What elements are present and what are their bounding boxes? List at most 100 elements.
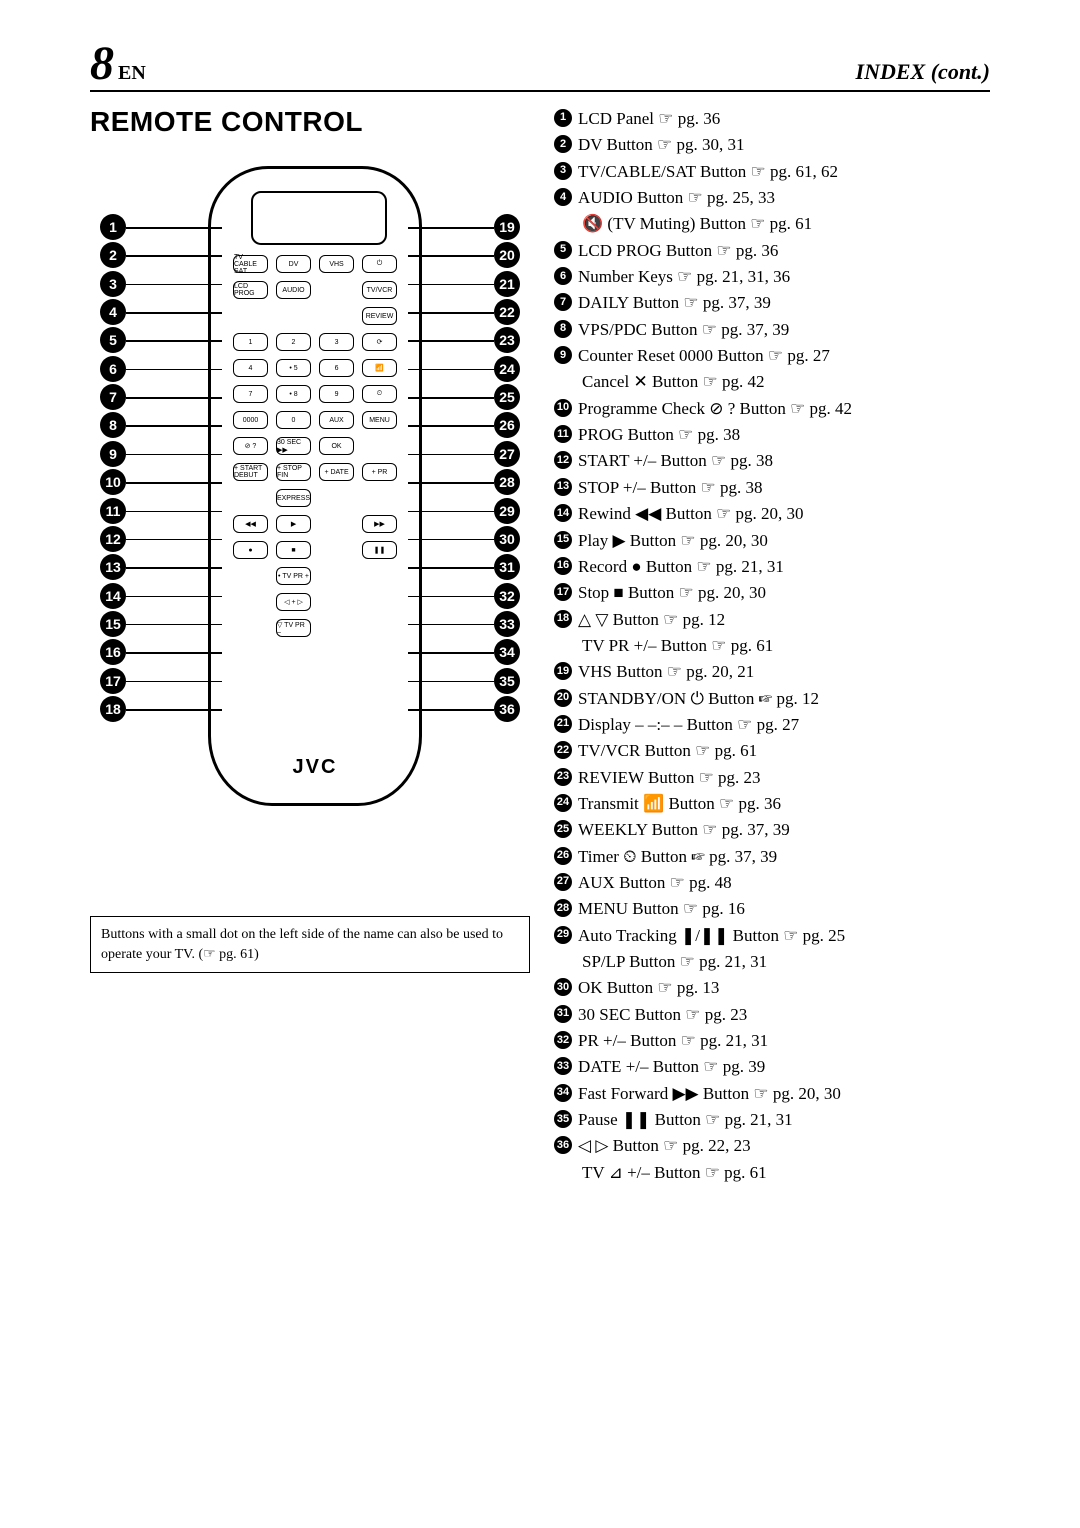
callout-bubble: 4	[100, 299, 126, 325]
callout-leader	[126, 709, 222, 711]
index-item: 9 Counter Reset 0000 Button ☞ pg. 27	[554, 343, 990, 369]
index-label: Counter Reset 0000 Button ☞ pg. 27	[578, 343, 830, 369]
callout-leader	[126, 312, 222, 314]
callout-bubble: 14	[100, 583, 126, 609]
footnote: Buttons with a small dot on the left sid…	[90, 916, 530, 973]
callout-bubble: 13	[100, 554, 126, 580]
index-item: 12START +/– Button ☞ pg. 38	[554, 448, 990, 474]
callout-bubble: 15	[100, 611, 126, 637]
index-item: 15Play ▶ Button ☞ pg. 20, 30	[554, 528, 990, 554]
index-item: 22 TV/VCR Button ☞ pg. 61	[554, 738, 990, 764]
index-item: 23 REVIEW Button ☞ pg. 23	[554, 765, 990, 791]
brand-logo: JVC	[211, 756, 419, 779]
index-label: 30 SEC Button ☞ pg. 23	[578, 1002, 747, 1028]
index-item: 18△ ▽ Button ☞ pg. 12	[554, 607, 990, 633]
index-marker: 20	[554, 689, 572, 707]
callout-bubble: 22	[494, 299, 520, 325]
index-item: 4AUDIO Button ☞ pg. 25, 33	[554, 185, 990, 211]
callout-leader	[126, 255, 222, 257]
callout-leader	[408, 709, 494, 711]
index-marker: 22	[554, 741, 572, 759]
header-bar: 8EN INDEX (cont.)	[90, 40, 990, 92]
index-label: Timer ⏲ Button ☞ pg. 37, 39	[578, 844, 777, 870]
remote-button: 9	[319, 385, 354, 403]
callout-bubble: 25	[494, 384, 520, 410]
callout-bubble: 19	[494, 214, 520, 240]
callout-bubble: 28	[494, 469, 520, 495]
callout-bubble: 10	[100, 469, 126, 495]
index-marker: 27	[554, 873, 572, 891]
callout-leader	[126, 482, 222, 484]
index-item: 6Number Keys ☞ pg. 21, 31, 36	[554, 264, 990, 290]
index-marker: 23	[554, 768, 572, 786]
remote-button: VHS	[319, 255, 354, 273]
callout-leader	[408, 255, 494, 257]
index-item: TV PR +/– Button ☞ pg. 61	[554, 633, 990, 659]
index-marker: 13	[554, 478, 572, 496]
index-label: VPS/PDC Button ☞ pg. 37, 39	[578, 317, 789, 343]
index-marker: 3	[554, 162, 572, 180]
page-number: 8EN	[90, 40, 146, 88]
remote-button: OK	[319, 437, 354, 455]
remote-button: 0	[276, 411, 311, 429]
remote-button: ⏲	[362, 385, 397, 403]
remote-button: DV	[276, 255, 311, 273]
callout-bubble: 2	[100, 242, 126, 268]
index-item: 11PROG Button ☞ pg. 38	[554, 422, 990, 448]
page-number-value: 8	[90, 37, 114, 90]
index-label: Stop ■ Button ☞ pg. 20, 30	[578, 580, 766, 606]
index-marker: 11	[554, 425, 572, 443]
callout-leader	[126, 652, 222, 654]
callout-leader	[126, 567, 222, 569]
index-marker: 8	[554, 320, 572, 338]
index-marker: 18	[554, 610, 572, 628]
index-label: Rewind ◀◀ Button ☞ pg. 20, 30	[578, 501, 804, 527]
callout-leader	[408, 567, 494, 569]
index-label: REVIEW Button ☞ pg. 23	[578, 765, 761, 791]
index-item: 🔇 (TV Muting) Button ☞ pg. 61	[554, 211, 990, 237]
index-marker: 9	[554, 346, 572, 364]
remote-button: • 5	[276, 359, 311, 377]
remote-button: AUX	[319, 411, 354, 429]
remote-button: 4	[233, 359, 268, 377]
index-label: START +/– Button ☞ pg. 38	[578, 448, 773, 474]
index-label: TV/VCR Button ☞ pg. 61	[578, 738, 757, 764]
index-label: OK Button ☞ pg. 13	[578, 975, 719, 1001]
index-label: PR +/– Button ☞ pg. 21, 31	[578, 1028, 768, 1054]
remote-button: 2	[276, 333, 311, 351]
index-marker: 16	[554, 557, 572, 575]
index-marker: 2	[554, 135, 572, 153]
index-marker: 10	[554, 399, 572, 417]
index-label: AUX Button ☞ pg. 48	[578, 870, 732, 896]
callout-bubble: 29	[494, 498, 520, 524]
index-label: Pause ❚❚ Button ☞ pg. 21, 31	[578, 1107, 793, 1133]
callout-leader	[408, 397, 494, 399]
remote-button: ▽ TV PR –	[276, 619, 311, 637]
index-item: 34Fast Forward ▶▶ Button ☞ pg. 20, 30	[554, 1081, 990, 1107]
index-item: 3TV/CABLE/SAT Button ☞ pg. 61, 62	[554, 159, 990, 185]
index-marker: 21	[554, 715, 572, 733]
manual-page: 8EN INDEX (cont.) REMOTE CONTROL TV CABL…	[0, 0, 1080, 1246]
index-item: 16Record ● Button ☞ pg. 21, 31	[554, 554, 990, 580]
index-label: Number Keys ☞ pg. 21, 31, 36	[578, 264, 790, 290]
remote-button: ◀◀	[233, 515, 268, 533]
index-label: DATE +/– Button ☞ pg. 39	[578, 1054, 765, 1080]
callout-bubble: 31	[494, 554, 520, 580]
remote-button: 6	[319, 359, 354, 377]
callout-leader	[126, 681, 222, 683]
index-item: 13STOP +/– Button ☞ pg. 38	[554, 475, 990, 501]
index-label: AUDIO Button ☞ pg. 25, 33	[578, 185, 775, 211]
remote-button: 0000	[233, 411, 268, 429]
callout-leader	[126, 596, 222, 598]
remote-button: ▶	[276, 515, 311, 533]
remote-button: ◁ + ▷	[276, 593, 311, 611]
index-label: TV PR +/– Button ☞ pg. 61	[582, 633, 773, 659]
callout-leader	[408, 596, 494, 598]
remote-button: TV CABLE SAT	[233, 255, 268, 273]
index-label: Cancel ✕ Button ☞ pg. 42	[582, 369, 764, 395]
index-label: Auto Tracking ❚/❚❚ Button ☞ pg. 25	[578, 923, 845, 949]
index-label: MENU Button ☞ pg. 16	[578, 896, 745, 922]
index-label: VHS Button ☞ pg. 20, 21	[578, 659, 754, 685]
callout-leader	[408, 454, 494, 456]
index-item: 28MENU Button ☞ pg. 16	[554, 896, 990, 922]
